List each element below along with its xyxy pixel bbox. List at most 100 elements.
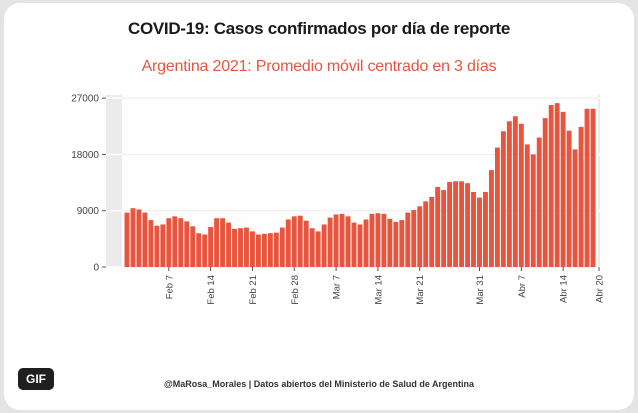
x-tick-label: Feb 21 [248, 275, 259, 305]
bar [423, 201, 429, 267]
bar [399, 220, 405, 267]
bar [429, 196, 435, 267]
bar [172, 216, 178, 267]
bar [375, 213, 381, 267]
bar [148, 220, 154, 267]
x-tick-label: Abr 7 [517, 275, 528, 298]
bar [190, 226, 196, 267]
bar [471, 191, 476, 267]
chart-card: COVID-19: Casos confirmados por día de r… [4, 3, 634, 410]
bar [542, 118, 548, 267]
bar [381, 213, 387, 267]
bar [530, 154, 536, 267]
bar [178, 218, 184, 267]
x-tick-label: Mar 21 [415, 275, 426, 305]
bar [273, 232, 279, 267]
gif-badge[interactable]: GIF [18, 368, 54, 390]
x-tick-label: Feb 28 [290, 275, 301, 305]
bar [524, 144, 530, 267]
bar [566, 130, 572, 267]
bar [518, 123, 524, 268]
bar [435, 186, 441, 267]
bar [196, 233, 202, 267]
bar [261, 233, 267, 267]
bar [488, 170, 494, 267]
bar [136, 209, 142, 267]
bar [226, 222, 232, 267]
bar [345, 216, 351, 267]
bar [321, 224, 327, 267]
bar [339, 213, 345, 267]
bar [590, 108, 596, 267]
bar [554, 103, 560, 267]
bar [285, 219, 291, 267]
bar [506, 121, 512, 267]
y-tick-label: 27000 [71, 94, 99, 105]
x-tick-label: Feb 14 [206, 275, 217, 305]
bar [494, 147, 500, 267]
bar [279, 227, 285, 267]
y-tick-label: 18000 [71, 150, 99, 161]
bar [465, 183, 470, 267]
bar [297, 215, 303, 267]
bar [309, 228, 315, 267]
bar [184, 221, 190, 267]
bar [333, 214, 339, 267]
bar [291, 216, 297, 267]
bar [441, 190, 447, 267]
bar [560, 111, 566, 268]
bar [327, 217, 333, 267]
chart-title: COVID-19: Casos confirmados por día de r… [127, 19, 510, 38]
bar [160, 224, 166, 267]
bar [208, 226, 214, 267]
x-tick-label: Feb 7 [164, 275, 175, 299]
bar [459, 181, 465, 267]
y-tick-label: 0 [93, 263, 99, 274]
x-tick-label: Abr 20 [594, 275, 605, 303]
y-tick-label: 9000 [77, 206, 100, 217]
bar [220, 218, 226, 267]
bar [267, 233, 273, 267]
bar-chart: 0 9000 18000 27000 Feb 7 Feb 14 Feb 21 Feb 28 Ma… [71, 94, 605, 305]
bar [250, 231, 255, 267]
x-tick-label: Abr 14 [559, 275, 570, 303]
x-tick-label: Mar 31 [475, 275, 486, 305]
chart-subtitle: Argentina 2021: Promedio móvil centrado … [141, 58, 497, 75]
bar [142, 212, 148, 267]
bar [417, 206, 423, 267]
bar [387, 218, 393, 267]
bar [357, 224, 363, 267]
bar [255, 234, 261, 267]
bar [130, 208, 136, 267]
bar [232, 228, 237, 267]
bar [214, 218, 220, 267]
bar [244, 227, 249, 267]
bar [578, 126, 584, 267]
bar [500, 131, 506, 267]
bar [393, 221, 399, 267]
bar [303, 220, 309, 267]
bar [369, 213, 375, 267]
bar [512, 116, 518, 267]
bar [202, 234, 208, 267]
bar [154, 225, 160, 267]
bar [447, 181, 453, 267]
bar [363, 219, 369, 267]
bar [536, 137, 542, 267]
bar [238, 228, 243, 267]
bar [166, 218, 172, 267]
x-tick-label: Mar 14 [373, 275, 384, 305]
bar [351, 222, 357, 267]
bar [477, 197, 482, 267]
bar [315, 231, 321, 267]
bar [411, 210, 417, 267]
x-tick-label: Mar 7 [332, 275, 343, 299]
bar [548, 105, 554, 268]
bar [483, 191, 488, 267]
bar [453, 181, 459, 267]
bar [124, 212, 130, 267]
chart-caption: @MaRosa_Morales | Datos abiertos del Min… [163, 379, 475, 389]
bar [572, 149, 578, 267]
bar [405, 212, 411, 267]
bar [584, 108, 590, 267]
